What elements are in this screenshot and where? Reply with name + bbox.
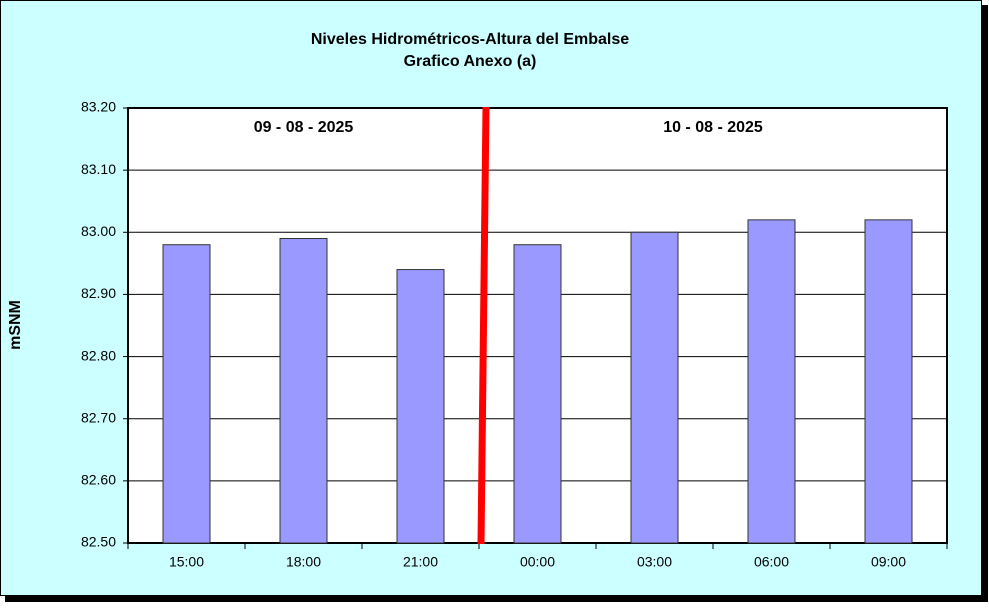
y-tick-label: 82.50 — [81, 534, 116, 550]
bar — [279, 238, 328, 544]
annotation: 10 - 08 - 2025 — [663, 119, 763, 136]
x-tick-label: 00:00 — [520, 554, 555, 570]
x-tick-label: 21:00 — [403, 554, 438, 570]
bar — [747, 219, 796, 544]
y-tick-label: 82.60 — [81, 472, 116, 488]
chart-title: Niveles Hidrométricos-Altura del Embalse — [311, 31, 629, 48]
x-tick-label: 03:00 — [637, 554, 672, 570]
y-tick-label: 83.20 — [81, 99, 116, 115]
chart-subtitle: Grafico Anexo (a) — [404, 53, 537, 70]
y-tick-label: 83.10 — [81, 161, 116, 177]
y-axis-label: mSNM — [7, 300, 24, 350]
x-tick-label: 09:00 — [871, 554, 906, 570]
y-tick-label: 82.90 — [81, 285, 116, 301]
day-separator — [477, 106, 490, 545]
bar — [513, 244, 562, 544]
y-tick-label: 82.70 — [81, 409, 116, 425]
x-tick-label: 06:00 — [754, 554, 789, 570]
x-tick-label: 18:00 — [286, 554, 321, 570]
bar — [162, 244, 211, 544]
bar — [630, 231, 679, 544]
bar — [864, 219, 913, 544]
annotation: 09 - 08 - 2025 — [254, 119, 354, 136]
y-tick-label: 82.80 — [81, 347, 116, 363]
y-tick-label: 83.00 — [81, 223, 116, 239]
x-tick-label: 15:00 — [169, 554, 204, 570]
bar — [396, 269, 445, 544]
